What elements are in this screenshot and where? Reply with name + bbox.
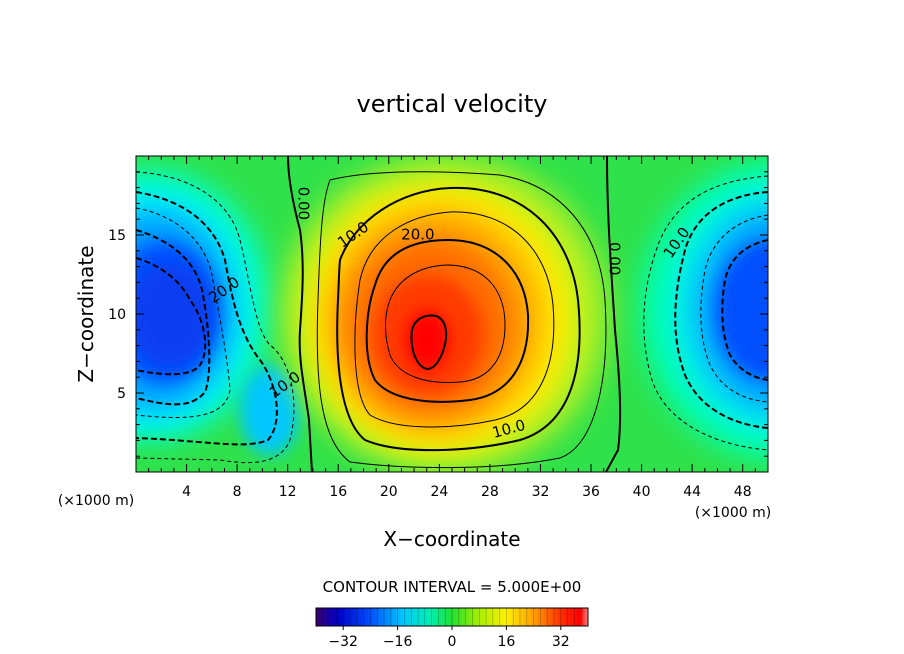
contour-label: 20.0 bbox=[401, 226, 434, 244]
contour-interval: CONTOUR INTERVAL = 5.000E+00 bbox=[323, 578, 582, 596]
updraft-contour-25 bbox=[385, 264, 506, 384]
y-tick-label: 5 bbox=[117, 386, 126, 402]
colorbar-dividers bbox=[322, 608, 582, 626]
right-contour-m15 bbox=[700, 214, 768, 403]
colorbar-tick-label: −32 bbox=[328, 634, 358, 650]
contours bbox=[136, 156, 768, 472]
colorbar-tick-label: 0 bbox=[448, 634, 457, 650]
left-downdraft bbox=[136, 170, 300, 455]
y-tick-label: 15 bbox=[108, 228, 126, 244]
x-tick-label: 48 bbox=[734, 484, 752, 500]
x-unit-right: (×1000 m) bbox=[695, 505, 771, 521]
x-tick-label: 24 bbox=[430, 484, 448, 500]
colorbar-tick-label: −16 bbox=[383, 634, 413, 650]
x-tick-label: 16 bbox=[329, 484, 347, 500]
colorbar-ticks: −32 −16 0 16 32 bbox=[328, 626, 570, 650]
x-unit-left: (×1000 m) bbox=[58, 493, 134, 509]
y-axis-label: Z−coordinate bbox=[74, 245, 98, 382]
left-contour-m10 bbox=[136, 191, 278, 446]
colorbar-tick-label: 32 bbox=[552, 634, 570, 650]
x-axis-label: X−coordinate bbox=[383, 527, 520, 551]
x-tick-label: 40 bbox=[633, 484, 651, 500]
x-tick-label: 36 bbox=[582, 484, 600, 500]
left-contour-m15 bbox=[136, 207, 231, 418]
y-axis: 5 10 15 bbox=[108, 171, 768, 457]
x-axis: 4 8 12 16 20 24 28 32 36 40 44 48 bbox=[148, 156, 756, 500]
left-contour-m25 bbox=[136, 257, 207, 376]
left-contour-m5 bbox=[136, 171, 295, 464]
x-tick-label: 4 bbox=[182, 484, 191, 500]
updraft-contour-5 bbox=[316, 171, 607, 469]
right-contour-m20 bbox=[721, 239, 768, 381]
left-contour-m20 bbox=[136, 229, 211, 406]
x-tick-label: 44 bbox=[683, 484, 701, 500]
updraft-contour-10 bbox=[336, 186, 581, 452]
y-tick-label: 10 bbox=[108, 307, 126, 323]
right-downdraft bbox=[640, 160, 768, 460]
colorbar-tick-label: 16 bbox=[497, 634, 515, 650]
x-tick-label: 32 bbox=[532, 484, 550, 500]
right-contour-m10 bbox=[674, 191, 768, 429]
zero-contour-left bbox=[287, 156, 313, 472]
colorbar: −32 −16 0 16 32 bbox=[315, 607, 589, 650]
contour-label: 0.00 bbox=[605, 242, 623, 275]
zero-contour-right bbox=[605, 156, 622, 472]
x-tick-label: 20 bbox=[380, 484, 398, 500]
x-tick-label: 12 bbox=[279, 484, 297, 500]
chart-title: vertical velocity bbox=[357, 90, 548, 118]
x-tick-label: 8 bbox=[233, 484, 242, 500]
updraft-contour-35 bbox=[410, 314, 448, 370]
right-contour-m5 bbox=[643, 175, 768, 451]
updraft-contour-20 bbox=[365, 238, 530, 403]
contour-label: 0.00 bbox=[294, 187, 312, 220]
updraft-contour-15 bbox=[354, 211, 555, 428]
x-tick-label: 28 bbox=[481, 484, 499, 500]
